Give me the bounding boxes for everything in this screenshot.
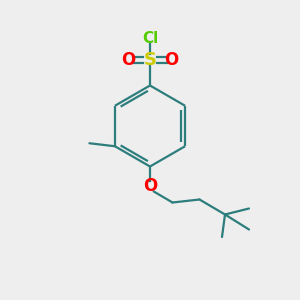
Text: O: O bbox=[121, 51, 136, 69]
Text: Cl: Cl bbox=[142, 31, 158, 46]
Text: S: S bbox=[143, 51, 157, 69]
Text: O: O bbox=[143, 177, 157, 195]
Text: O: O bbox=[164, 51, 179, 69]
